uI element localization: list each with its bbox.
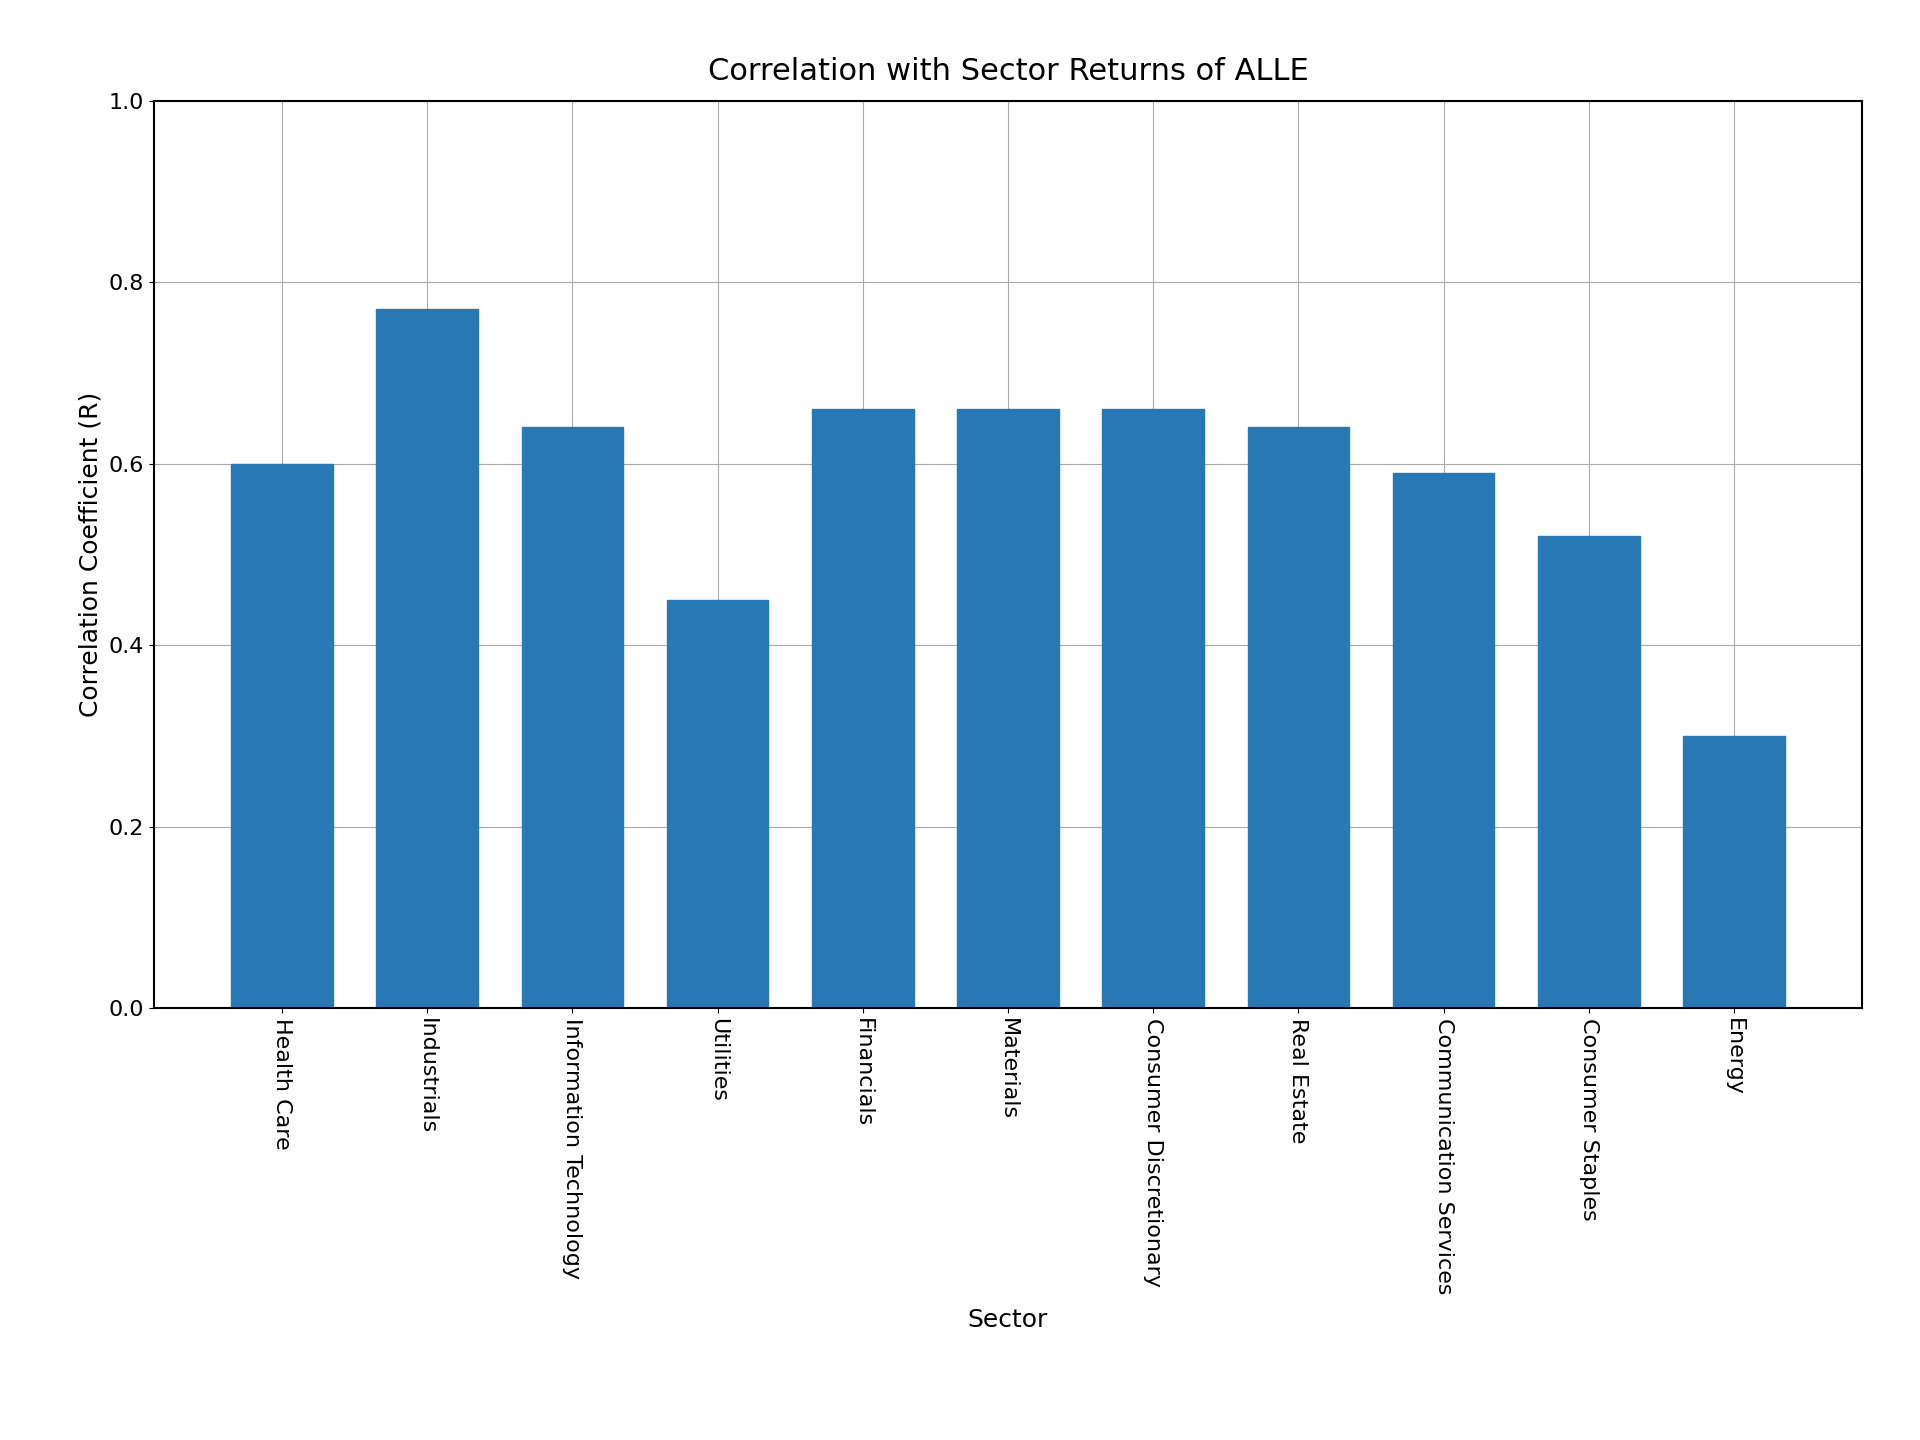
Bar [376, 310, 478, 1008]
X-axis label: Sector: Sector [968, 1308, 1048, 1332]
Bar [1102, 409, 1204, 1008]
Bar [812, 409, 914, 1008]
Y-axis label: Correlation Coefficient (R): Correlation Coefficient (R) [79, 392, 104, 717]
Bar [1538, 536, 1640, 1008]
Bar [522, 428, 624, 1008]
Bar [1684, 736, 1786, 1008]
Bar [230, 464, 332, 1008]
Title: Correlation with Sector Returns of ALLE: Correlation with Sector Returns of ALLE [708, 58, 1308, 86]
Bar [958, 409, 1058, 1008]
Bar [1392, 472, 1494, 1008]
Bar [1248, 428, 1350, 1008]
Bar [666, 599, 768, 1008]
